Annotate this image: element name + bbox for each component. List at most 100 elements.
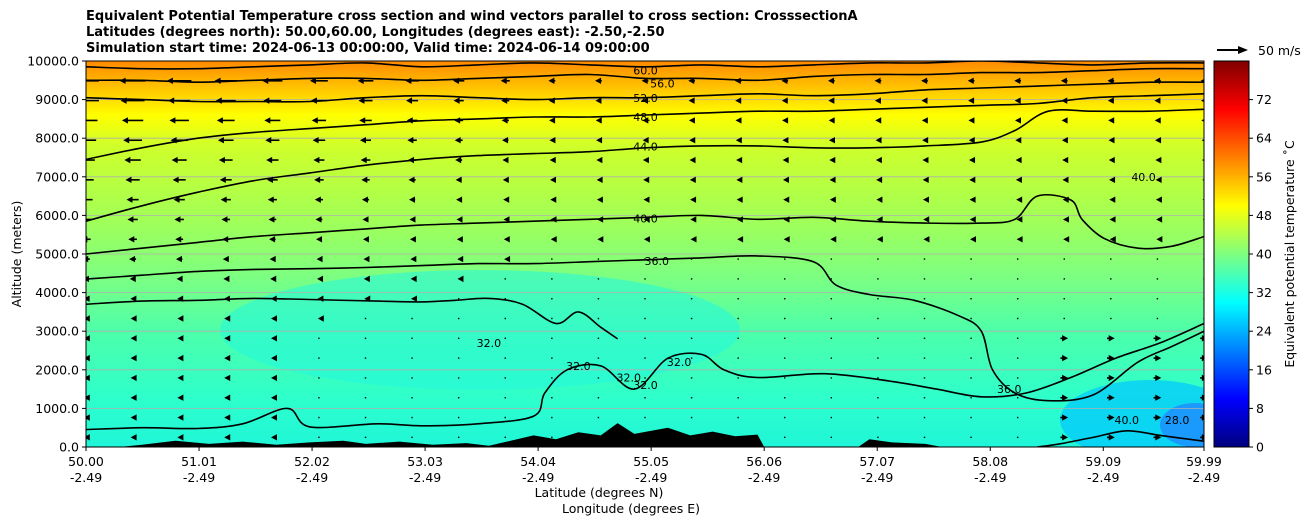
- wind-vector-head: [311, 117, 318, 124]
- cold-core: [1160, 403, 1204, 447]
- wind-vector-head: [642, 156, 649, 164]
- wind-vector-head: [688, 77, 695, 85]
- wind-vector-head: [1062, 414, 1069, 421]
- wind-vector-head: [1109, 236, 1116, 243]
- wind-vector: [690, 317, 693, 320]
- wind-vector-head: [1107, 77, 1114, 85]
- wind-vector-head: [363, 275, 370, 283]
- wind-vector-head: [124, 156, 131, 164]
- wind-vector-head: [968, 137, 975, 144]
- wind-vector-head: [224, 414, 231, 421]
- wind-vector: [1110, 317, 1112, 320]
- colorbar-tick-label: 56: [1256, 169, 1272, 184]
- y-tick-label: 1000.0: [35, 401, 79, 416]
- x-tick-label-lon: -2.49: [183, 470, 215, 485]
- wind-vector-head: [1201, 394, 1204, 401]
- x-tick-label-lat: 54.04: [520, 454, 556, 469]
- y-tick-label: 5000.0: [35, 247, 79, 262]
- wind-vector: [830, 377, 833, 379]
- wind-vector-head: [549, 156, 556, 164]
- wind-vector: [551, 258, 553, 260]
- wind-vector: [457, 397, 460, 399]
- wind-vector: [830, 397, 833, 399]
- wind-vector-head: [596, 137, 603, 144]
- wind-vector: [877, 357, 879, 359]
- wind-vector: [737, 416, 739, 419]
- wind-vector-head: [1062, 156, 1069, 164]
- y-tick-label: 4000.0: [35, 285, 79, 300]
- wind-vector: [364, 337, 367, 340]
- wind-vector-head: [642, 137, 649, 144]
- wind-vector-head: [735, 137, 742, 144]
- chart-title: Equivalent Potential Temperature cross s…: [86, 9, 858, 57]
- wind-vector: [551, 278, 553, 280]
- wind-vector: [690, 258, 693, 260]
- contour-label: 60.0: [633, 65, 658, 78]
- wind-vector-head: [969, 176, 976, 184]
- wind-vector: [923, 317, 926, 320]
- wind-vector: [923, 258, 926, 260]
- y-axis-label: Altitude (meters): [9, 201, 24, 308]
- wind-vector: [1016, 337, 1019, 340]
- wind-vector: [644, 416, 646, 419]
- wind-vector-head: [265, 137, 272, 144]
- wind-vector: [1016, 436, 1019, 439]
- wind-vector-head: [358, 97, 365, 104]
- wind-vector-head: [172, 176, 179, 184]
- wind-vector-head: [360, 156, 367, 164]
- wind-vector-head: [457, 255, 464, 263]
- wind-vector-head: [1155, 176, 1162, 184]
- wind-vector-head: [643, 176, 650, 184]
- wind-vector-head: [359, 137, 366, 144]
- wind-vector-head: [875, 117, 882, 124]
- contour-label: 40.0: [633, 212, 658, 225]
- wind-vector-head: [875, 156, 882, 164]
- x-tick-label-lat: 51.01: [181, 454, 217, 469]
- wind-vector-head: [457, 275, 464, 283]
- wind-vector-head: [126, 196, 133, 203]
- wind-vector-head: [173, 196, 180, 203]
- contour-label: 36.0: [997, 383, 1022, 396]
- wind-vector: [504, 337, 506, 340]
- wind-vector-head: [130, 335, 137, 342]
- wind-vector-head: [737, 236, 744, 243]
- x-axis-label: Latitude (degrees N): [535, 485, 664, 500]
- wind-vector-head: [409, 216, 416, 223]
- wind-vector-head: [73, 78, 79, 84]
- wind-vector: [690, 278, 693, 280]
- wind-vector-head: [782, 156, 789, 164]
- wind-vectors: [73, 77, 1204, 441]
- colorbar-tick-label: 48: [1256, 208, 1272, 223]
- contour-label: 40.0: [1131, 171, 1156, 184]
- wind-vector-head: [1201, 99, 1204, 103]
- wind-vector-head: [86, 354, 90, 362]
- wind-vector-head: [1060, 77, 1067, 85]
- wind-vector-head: [827, 77, 834, 85]
- wind-vector-head: [1155, 414, 1162, 421]
- wind-vector-head: [1201, 434, 1204, 441]
- wind-vector: [457, 357, 460, 359]
- wind-vector: [877, 317, 879, 320]
- wind-vector-head: [736, 176, 743, 184]
- y-tick-label: 2000.0: [35, 362, 79, 377]
- wind-vector-head: [1062, 216, 1069, 223]
- wind-vector-head: [1108, 394, 1115, 401]
- wind-vector-head: [1201, 414, 1204, 421]
- wind-vector-head: [127, 216, 134, 223]
- wind-vector-head: [407, 137, 414, 144]
- wind-vector-head: [921, 97, 928, 104]
- wind-vector: [784, 317, 786, 320]
- wind-vector-head: [550, 236, 557, 243]
- wind-vector-head: [502, 137, 509, 144]
- wind-vector-head: [309, 77, 316, 85]
- cool-pool: [220, 270, 740, 390]
- wind-vector: [877, 337, 879, 340]
- quiver-key-arrowhead: [1238, 46, 1248, 54]
- wind-vector-head: [174, 216, 181, 223]
- wind-vector-head: [86, 414, 90, 421]
- wind-vector: [830, 297, 833, 300]
- wind-vector-head: [595, 77, 602, 85]
- wind-vector: [411, 416, 413, 419]
- wind-vector: [411, 317, 413, 320]
- wind-vector: [877, 436, 879, 439]
